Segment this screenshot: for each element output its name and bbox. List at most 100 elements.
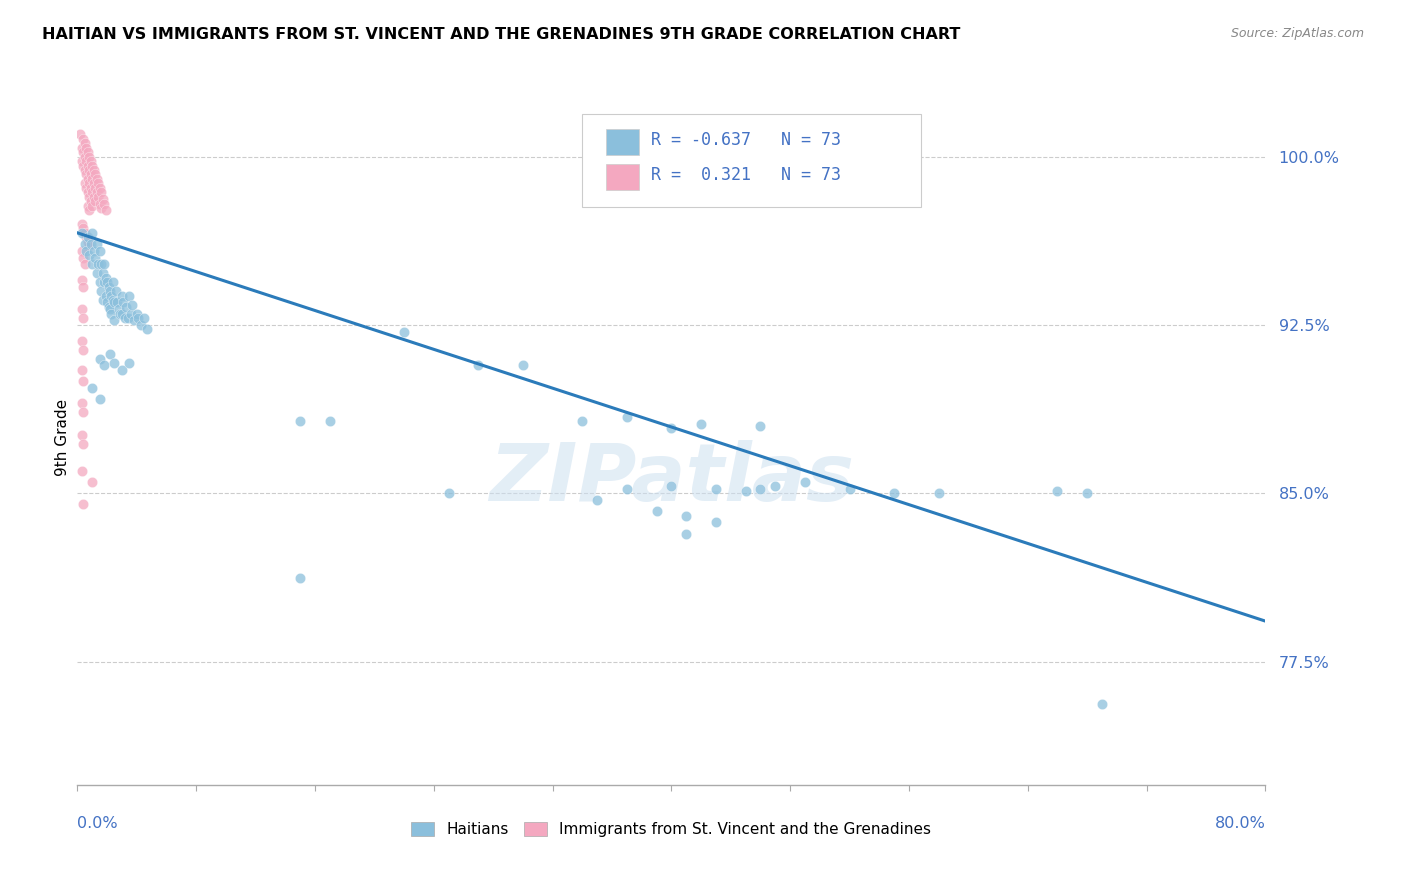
Text: ZIPatlas: ZIPatlas — [489, 440, 853, 518]
Point — [76, 145, 98, 159]
Point — [77, 190, 100, 204]
Point — [90, 201, 112, 215]
Point — [72, 311, 94, 326]
Point — [763, 479, 786, 493]
Point — [100, 307, 122, 321]
Point — [70, 464, 93, 478]
Point — [675, 508, 697, 523]
Point — [89, 351, 111, 366]
Point — [136, 322, 159, 336]
Point — [392, 325, 415, 339]
Point — [84, 194, 107, 209]
Point — [97, 279, 120, 293]
Point — [82, 199, 104, 213]
Point — [72, 405, 94, 419]
Point — [83, 190, 105, 204]
Point — [467, 358, 489, 372]
Point — [91, 293, 114, 308]
Point — [83, 244, 105, 258]
Point — [72, 159, 94, 173]
Point — [89, 196, 111, 211]
FancyBboxPatch shape — [606, 128, 640, 155]
Point — [77, 248, 100, 262]
Point — [734, 483, 756, 498]
Point — [661, 479, 683, 493]
Point — [616, 482, 638, 496]
Point — [72, 343, 94, 357]
Point — [100, 288, 122, 302]
Point — [838, 482, 860, 496]
Point — [103, 356, 125, 370]
Point — [97, 300, 120, 314]
Point — [111, 363, 134, 377]
Legend: Haitians, Immigrants from St. Vincent and the Grenadines: Haitians, Immigrants from St. Vincent an… — [405, 816, 938, 844]
Point — [80, 194, 103, 209]
Point — [80, 168, 103, 182]
Point — [288, 414, 311, 428]
Text: 80.0%: 80.0% — [1215, 815, 1265, 830]
Point — [82, 257, 104, 271]
Point — [87, 190, 110, 204]
Point — [90, 257, 112, 271]
Point — [73, 237, 96, 252]
Point — [94, 270, 117, 285]
Point — [77, 163, 100, 178]
Point — [89, 244, 111, 258]
Point — [94, 288, 117, 302]
Point — [76, 230, 98, 244]
Point — [84, 181, 107, 195]
Point — [73, 163, 96, 178]
Point — [72, 131, 94, 145]
Point — [82, 172, 104, 186]
Point — [72, 251, 94, 265]
Text: Source: ZipAtlas.com: Source: ZipAtlas.com — [1230, 27, 1364, 40]
Point — [121, 298, 143, 312]
Point — [86, 172, 108, 186]
Point — [749, 482, 772, 496]
Point — [111, 307, 134, 321]
Point — [98, 284, 121, 298]
Point — [70, 154, 93, 169]
Point — [319, 414, 342, 428]
Point — [98, 347, 121, 361]
Point — [73, 226, 96, 240]
Point — [75, 168, 97, 182]
Point — [437, 486, 460, 500]
Point — [75, 181, 97, 195]
Text: R = -0.637   N = 73: R = -0.637 N = 73 — [651, 131, 841, 149]
Point — [87, 257, 110, 271]
Point — [103, 313, 125, 327]
Point — [101, 275, 124, 289]
Point — [571, 414, 593, 428]
FancyBboxPatch shape — [606, 163, 640, 190]
Point — [82, 186, 104, 200]
Point — [76, 159, 98, 173]
Point — [72, 374, 94, 388]
Point — [512, 358, 534, 372]
Point — [80, 237, 103, 252]
Point — [82, 381, 104, 395]
Point — [89, 275, 111, 289]
Point — [93, 196, 115, 211]
Point — [77, 177, 100, 191]
Point — [108, 302, 131, 317]
Point — [69, 127, 91, 141]
Point — [91, 266, 114, 280]
Point — [84, 251, 107, 265]
Point — [72, 497, 94, 511]
Point — [122, 313, 145, 327]
Point — [93, 358, 115, 372]
Point — [112, 295, 135, 310]
Point — [117, 311, 139, 326]
Point — [73, 177, 96, 191]
Point — [1091, 697, 1114, 711]
Point — [77, 239, 100, 253]
FancyBboxPatch shape — [582, 113, 921, 208]
Point — [77, 203, 100, 218]
Point — [70, 140, 93, 154]
Point — [111, 288, 134, 302]
Point — [93, 257, 115, 271]
Point — [704, 482, 727, 496]
Point — [70, 302, 93, 317]
Point — [82, 475, 104, 489]
